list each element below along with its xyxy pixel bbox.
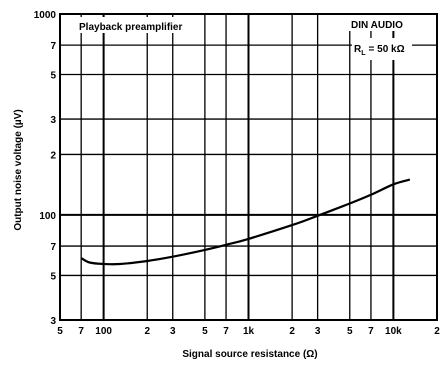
x-tick-label: 1k xyxy=(243,326,255,337)
x-tick-label: 7 xyxy=(223,326,229,337)
x-tick-label: 2 xyxy=(144,326,150,337)
plot-frame xyxy=(59,13,438,321)
load-value: = 50 kΩ xyxy=(369,44,405,55)
load-symbol: R xyxy=(354,44,362,55)
annotation-load: RL = 50 kΩ xyxy=(354,44,405,57)
y-tick-label: 3 xyxy=(50,316,56,327)
x-tick-labels: 5 7 100 2 3 5 7 1k 2 3 5 7 10k 2 xyxy=(57,326,440,337)
x-tick-label: 3 xyxy=(170,326,176,337)
y-tick-label: 7 xyxy=(50,41,56,52)
x-tick-label: 2 xyxy=(434,326,440,337)
x-tick-label: 5 xyxy=(347,326,353,337)
x-tick-label: 5 xyxy=(57,326,63,337)
y-tick-label: 1000 xyxy=(34,10,57,21)
x-tick-label: 3 xyxy=(315,326,321,337)
y-tick-label: 2 xyxy=(50,150,56,161)
annotation-din-audio: DIN AUDIO xyxy=(351,20,403,31)
y-tick-labels: 1000 7 5 3 2 100 7 5 3 xyxy=(34,10,57,327)
y-tick-label: 5 xyxy=(50,271,56,282)
y-tick-label: 3 xyxy=(50,115,56,126)
x-tick-label: 10k xyxy=(385,326,402,337)
x-axis-title: Signal source resistance (Ω) xyxy=(182,349,317,360)
load-subscript: L xyxy=(361,50,366,57)
y-axis-title: Output noise voltage (µV) xyxy=(13,109,24,230)
annotation-bg-left xyxy=(74,17,202,33)
x-tick-label: 7 xyxy=(368,326,374,337)
y-tick-label: 100 xyxy=(39,211,56,222)
annotation-bg-right xyxy=(348,15,408,31)
x-tick-label: 100 xyxy=(95,326,112,337)
annotation-bg-load xyxy=(352,38,412,60)
grid-lines xyxy=(60,14,437,320)
series-line xyxy=(80,178,411,266)
x-tick-label: 2 xyxy=(289,326,295,337)
x-tick-label: 5 xyxy=(202,326,208,337)
y-tick-label: 7 xyxy=(50,242,56,253)
y-tick-label: 5 xyxy=(50,70,56,81)
x-tick-label: 7 xyxy=(78,326,84,337)
annotation-playback: Playback preamplifier xyxy=(79,22,182,33)
